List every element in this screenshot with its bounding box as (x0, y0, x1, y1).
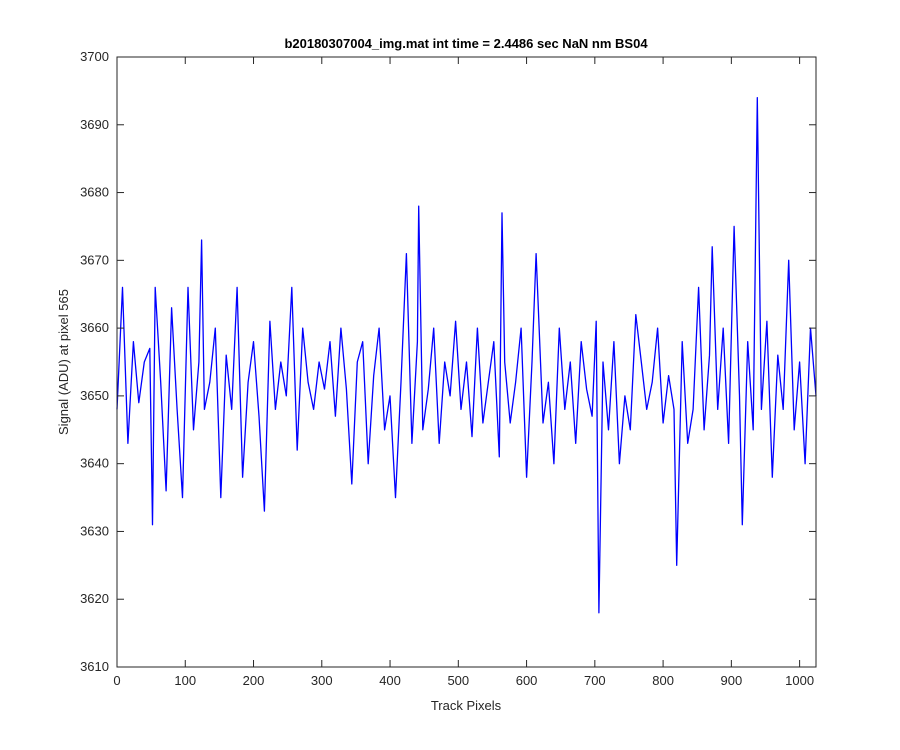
y-tick-label: 3610 (80, 659, 109, 674)
x-tick-label: 500 (447, 673, 469, 688)
y-tick-label: 3690 (80, 117, 109, 132)
y-axis: 3610 3620 3630 3640 3650 3660 3670 3680 3690 3700 (80, 49, 816, 674)
x-tick-label: 600 (516, 673, 538, 688)
series-layer (116, 97, 817, 614)
x-axis: 0 100 200 300 400 500 600 700 800 900 1000 (113, 57, 814, 688)
y-tick-label: 3620 (80, 591, 109, 606)
y-tick-label: 3700 (80, 49, 109, 64)
y-tick-label: 3660 (80, 320, 109, 335)
x-tick-label: 200 (243, 673, 265, 688)
chart-title: b20180307004_img.mat int time = 2.4486 s… (284, 36, 648, 51)
y-tick-label: 3670 (80, 252, 109, 267)
y-tick-label: 3650 (80, 388, 109, 403)
x-tick-label: 900 (721, 673, 743, 688)
x-tick-label: 800 (652, 673, 674, 688)
x-tick-label: 1000 (785, 673, 814, 688)
y-tick-label: 3640 (80, 456, 109, 471)
plot-frame (116, 56, 817, 668)
x-tick-label: 300 (311, 673, 333, 688)
y-axis-label: Signal (ADU) at pixel 565 (56, 289, 71, 435)
x-axis-label: Track Pixels (431, 698, 502, 713)
y-tick-label: 3680 (80, 185, 109, 200)
series-line-0 (116, 97, 817, 614)
x-tick-label: 700 (584, 673, 606, 688)
x-tick-label: 100 (174, 673, 196, 688)
x-tick-label: 400 (379, 673, 401, 688)
x-tick-label: 0 (113, 673, 120, 688)
y-tick-label: 3630 (80, 523, 109, 538)
